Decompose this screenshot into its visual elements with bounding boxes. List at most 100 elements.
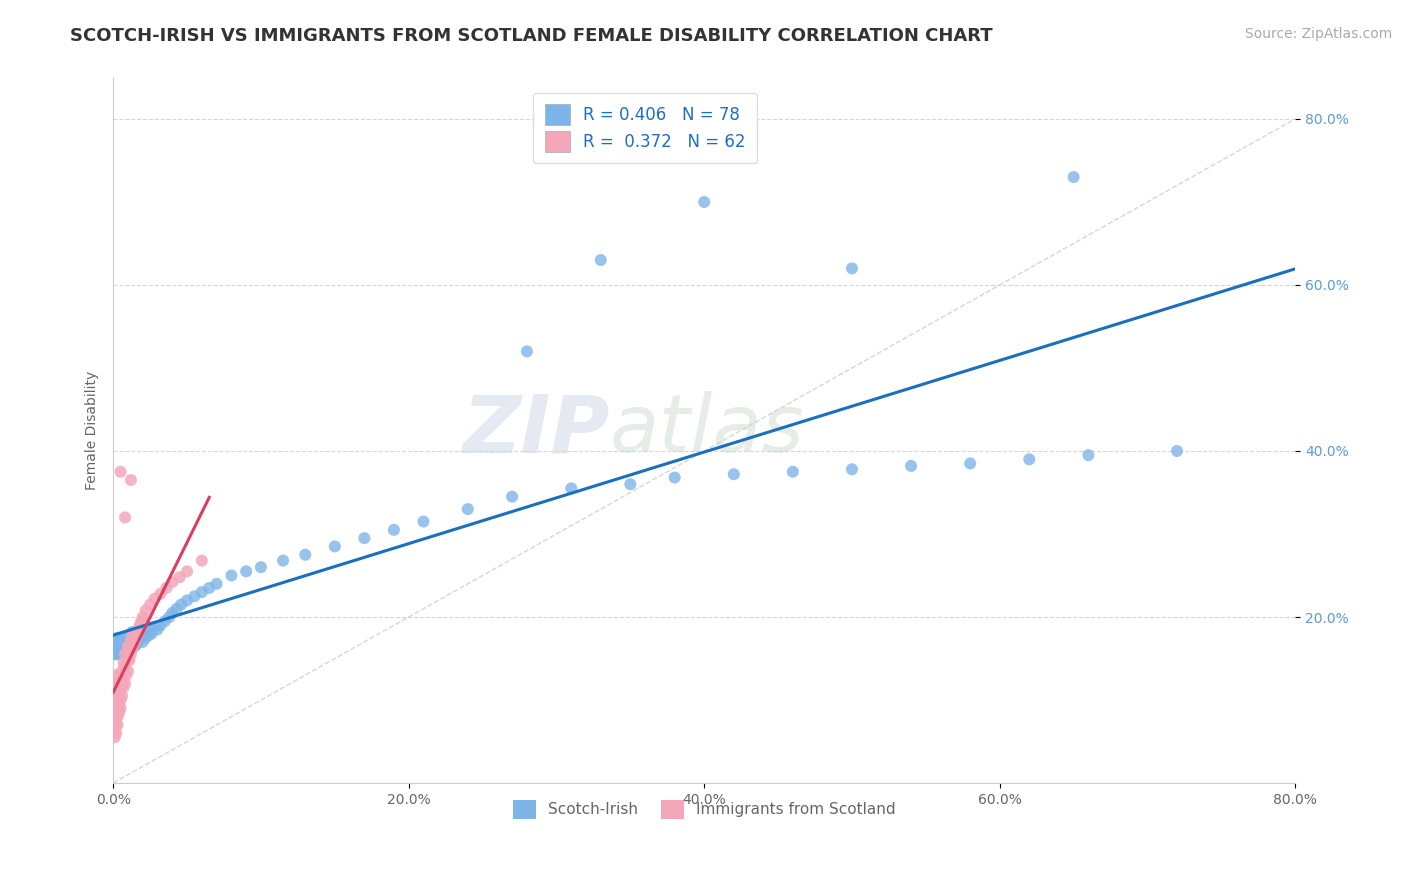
- Point: [105, 676, 128, 690]
- Point: [516, 344, 538, 359]
- Point: [110, 681, 132, 695]
- Point: [153, 614, 176, 628]
- Point: [664, 470, 686, 484]
- Y-axis label: Female Disability: Female Disability: [86, 370, 100, 490]
- Text: Source: ZipAtlas.com: Source: ZipAtlas.com: [1244, 27, 1392, 41]
- Point: [107, 709, 129, 723]
- Point: [1166, 444, 1188, 458]
- Point: [107, 693, 129, 707]
- Point: [250, 560, 273, 574]
- Point: [104, 697, 127, 711]
- Point: [117, 631, 139, 645]
- Point: [122, 633, 145, 648]
- Point: [120, 637, 142, 651]
- Point: [111, 676, 134, 690]
- Point: [782, 465, 804, 479]
- Point: [149, 587, 172, 601]
- Point: [114, 676, 136, 690]
- Point: [205, 576, 228, 591]
- Point: [1077, 448, 1099, 462]
- Point: [115, 653, 138, 667]
- Point: [166, 601, 188, 615]
- Point: [114, 510, 136, 524]
- Point: [112, 648, 135, 662]
- Point: [1018, 452, 1040, 467]
- Point: [176, 565, 198, 579]
- Point: [117, 641, 139, 656]
- Point: [170, 598, 193, 612]
- Point: [104, 722, 127, 736]
- Point: [135, 603, 157, 617]
- Point: [120, 626, 142, 640]
- Point: [118, 628, 141, 642]
- Point: [104, 731, 127, 745]
- Point: [146, 623, 169, 637]
- Point: [107, 718, 129, 732]
- Point: [105, 684, 128, 698]
- Point: [110, 639, 132, 653]
- Point: [183, 589, 205, 603]
- Point: [111, 635, 134, 649]
- Point: [294, 548, 316, 562]
- Point: [125, 637, 148, 651]
- Point: [132, 610, 155, 624]
- Point: [107, 639, 129, 653]
- Point: [125, 628, 148, 642]
- Point: [105, 639, 128, 653]
- Point: [105, 726, 128, 740]
- Point: [169, 570, 191, 584]
- Point: [127, 623, 149, 637]
- Point: [353, 531, 375, 545]
- Point: [124, 628, 146, 642]
- Point: [121, 641, 143, 656]
- Point: [125, 626, 148, 640]
- Point: [198, 581, 221, 595]
- Point: [111, 643, 134, 657]
- Point: [149, 618, 172, 632]
- Text: ZIP: ZIP: [463, 392, 610, 469]
- Point: [115, 637, 138, 651]
- Point: [139, 598, 162, 612]
- Point: [111, 689, 134, 703]
- Point: [176, 593, 198, 607]
- Point: [124, 633, 146, 648]
- Point: [135, 631, 157, 645]
- Point: [382, 523, 405, 537]
- Point: [117, 651, 139, 665]
- Legend: Scotch-Irish, Immigrants from Scotland: Scotch-Irish, Immigrants from Scotland: [506, 794, 901, 825]
- Point: [107, 648, 129, 662]
- Point: [155, 581, 177, 595]
- Point: [162, 606, 184, 620]
- Point: [723, 467, 745, 482]
- Point: [412, 515, 434, 529]
- Point: [138, 628, 160, 642]
- Point: [128, 618, 150, 632]
- Point: [114, 633, 136, 648]
- Point: [115, 645, 138, 659]
- Point: [141, 626, 163, 640]
- Point: [118, 653, 141, 667]
- Point: [110, 701, 132, 715]
- Point: [110, 465, 132, 479]
- Point: [108, 706, 131, 720]
- Point: [143, 591, 166, 606]
- Point: [105, 709, 128, 723]
- Point: [143, 620, 166, 634]
- Point: [112, 656, 135, 670]
- Text: atlas: atlas: [610, 392, 804, 469]
- Point: [105, 701, 128, 715]
- Point: [129, 614, 152, 628]
- Point: [120, 648, 142, 662]
- Point: [841, 261, 863, 276]
- Point: [112, 637, 135, 651]
- Point: [111, 664, 134, 678]
- Point: [693, 194, 716, 209]
- Point: [108, 676, 131, 690]
- Point: [112, 681, 135, 695]
- Point: [104, 706, 127, 720]
- Point: [959, 457, 981, 471]
- Point: [115, 668, 138, 682]
- Point: [120, 633, 142, 648]
- Point: [110, 668, 132, 682]
- Point: [589, 253, 612, 268]
